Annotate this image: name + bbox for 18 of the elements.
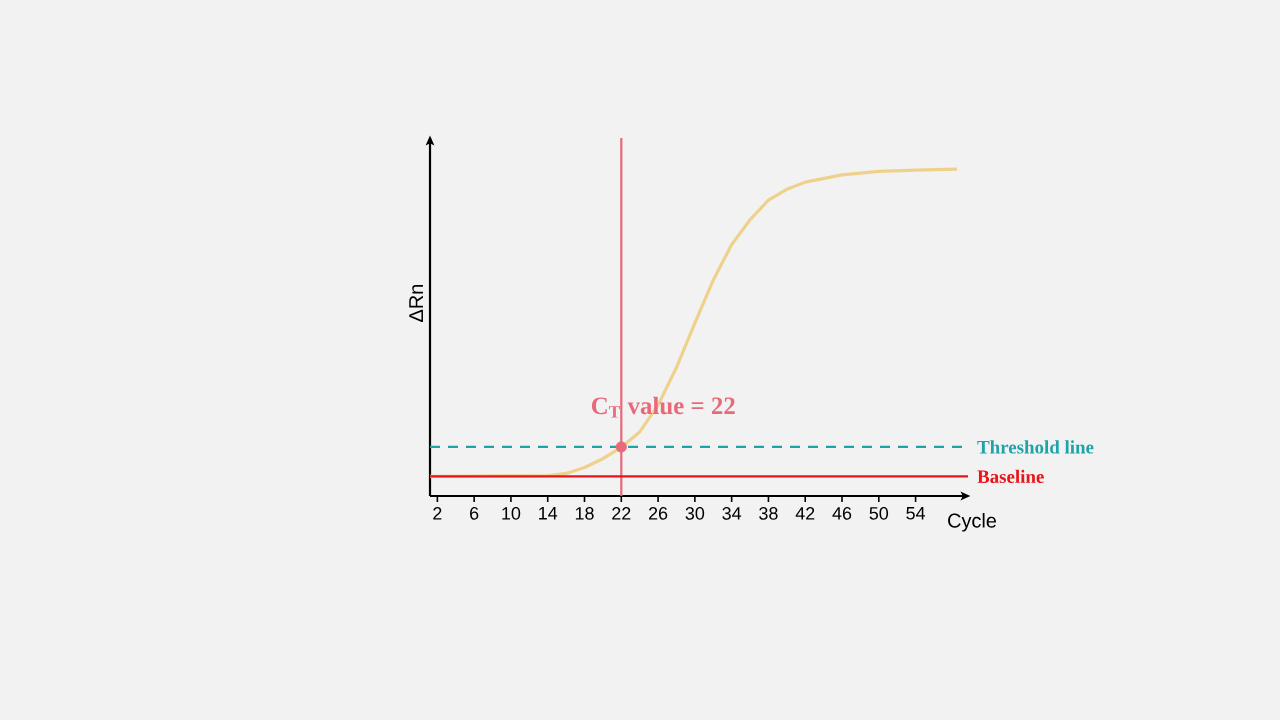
x-axis-title: Cycle bbox=[948, 513, 997, 532]
y-axis-title: ΔRn bbox=[409, 285, 423, 322]
ref-line-label: Threshold line bbox=[977, 440, 1094, 454]
x-tick-label: 14 bbox=[539, 507, 558, 520]
x-tick-label: 54 bbox=[906, 507, 926, 520]
x-tick-label: 2 bbox=[433, 507, 442, 520]
ref-line-label: Baseline bbox=[977, 469, 1044, 484]
x-tick-label: 46 bbox=[832, 507, 852, 520]
x-tick-label: 10 bbox=[502, 507, 521, 520]
x-tick-label: 18 bbox=[575, 507, 594, 520]
x-tick-label: 38 bbox=[759, 507, 778, 520]
x-tick-label: 26 bbox=[649, 507, 668, 520]
x-tick-label: 42 bbox=[795, 507, 815, 520]
x-tick-label: 50 bbox=[869, 507, 889, 520]
x-tick-label: 34 bbox=[722, 507, 742, 520]
x-tick-label: 30 bbox=[685, 507, 705, 520]
x-tick-label: 6 bbox=[470, 507, 479, 520]
x-tick-label: 22 bbox=[612, 507, 631, 520]
